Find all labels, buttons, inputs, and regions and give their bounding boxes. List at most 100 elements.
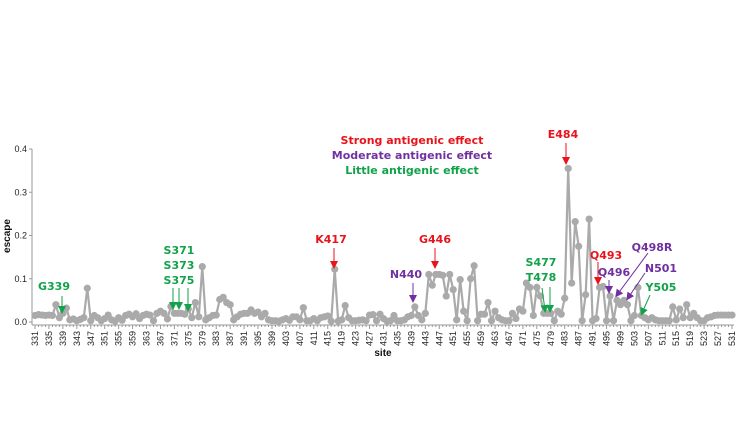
data-point — [261, 309, 269, 317]
x-tick-label: 455 — [462, 331, 472, 346]
data-point — [149, 317, 158, 325]
x-tick-label: 379 — [197, 331, 207, 346]
data-point — [372, 317, 381, 325]
annotation-s371: S371 — [164, 244, 194, 310]
data-point — [592, 314, 600, 323]
annotation-k417: K417 — [315, 233, 347, 269]
data-point — [442, 292, 450, 300]
data-point — [83, 284, 91, 292]
x-tick-label: 443 — [420, 331, 430, 346]
data-point — [575, 242, 583, 250]
x-tick-label: 391 — [239, 331, 249, 346]
data-point — [296, 316, 304, 324]
data-point — [146, 311, 154, 319]
x-tick-label: 387 — [225, 331, 235, 346]
legend-entry: Little antigenic effect — [345, 164, 479, 177]
annotation-y505: Y505 — [640, 281, 677, 316]
data-point — [564, 164, 572, 173]
data-point — [505, 317, 513, 325]
x-tick-label: 499 — [615, 331, 625, 346]
annotation-g446: G446 — [419, 233, 451, 269]
data-point — [418, 316, 426, 324]
data-point — [599, 282, 607, 291]
data-point — [582, 291, 590, 299]
annotation-t478: T478 — [526, 271, 556, 313]
data-point — [508, 309, 517, 317]
data-point — [87, 317, 95, 325]
x-tick-label: 487 — [574, 331, 584, 346]
data-point — [411, 303, 419, 311]
x-tick-label: 459 — [476, 331, 486, 346]
x-tick-label: 515 — [671, 331, 681, 346]
data-point — [585, 215, 593, 223]
data-point — [160, 309, 168, 317]
x-tick-label: 495 — [602, 331, 612, 346]
data-point — [212, 311, 220, 319]
data-point — [191, 298, 199, 307]
data-point — [480, 310, 489, 318]
data-point — [188, 314, 196, 322]
data-point — [606, 292, 614, 300]
data-point — [470, 262, 478, 270]
annotation-e484: E484 — [548, 128, 579, 165]
x-tick-label: 395 — [253, 331, 263, 346]
data-point — [529, 311, 537, 320]
annotation-label: Q493 — [590, 249, 622, 262]
arrow-icon — [640, 294, 651, 316]
data-point — [512, 314, 520, 323]
arrow-icon — [540, 287, 549, 313]
data-point — [728, 311, 736, 319]
x-tick-label: 479 — [546, 331, 556, 346]
x-tick-label: 423 — [351, 331, 361, 346]
x-tick-label: 527 — [713, 331, 723, 346]
y-axis-label: escape — [2, 219, 13, 253]
annotation-label: Q498R — [632, 241, 673, 254]
data-point — [338, 316, 346, 324]
series-escape — [31, 164, 736, 325]
x-tick-label: 415 — [323, 331, 333, 346]
data-point — [484, 298, 492, 307]
data-point — [627, 317, 635, 325]
axes: 0.0 0.1 0.2 0.3 0.4 331 335 339 343 347 351 355 359 3… — [14, 144, 737, 346]
x-tick-label: 491 — [588, 331, 598, 346]
x-tick-label: 431 — [379, 331, 389, 346]
annotation-label: S477 — [526, 256, 557, 269]
data-point — [491, 307, 499, 315]
data-point — [557, 310, 565, 318]
data-point — [390, 311, 398, 320]
x-tick-label: 399 — [267, 331, 277, 346]
annotation-label: S375 — [164, 274, 195, 287]
data-point — [679, 314, 687, 322]
legend-entry: Strong antigenic effect — [341, 134, 484, 147]
data-point — [80, 314, 88, 322]
data-point — [407, 311, 415, 320]
annotation-label: T478 — [526, 271, 556, 284]
x-tick-label: 463 — [490, 331, 500, 346]
data-point — [467, 275, 475, 283]
x-tick-label: 375 — [183, 331, 193, 346]
x-tick-label: 403 — [281, 331, 291, 346]
data-point — [421, 309, 429, 317]
data-point — [181, 310, 189, 318]
x-tick-label: 523 — [699, 331, 709, 346]
annotation-label: E484 — [548, 128, 579, 141]
data-point — [571, 218, 579, 226]
data-point — [550, 317, 558, 325]
annotation-label: Y505 — [645, 281, 677, 294]
y-tick-label: 0.1 — [14, 274, 27, 284]
data-point — [519, 307, 527, 315]
annotation-s477: S477 — [526, 256, 557, 313]
data-point — [341, 301, 349, 310]
data-point — [48, 311, 57, 320]
x-tick-label: 475 — [532, 331, 542, 346]
annotation-label: K417 — [315, 233, 347, 246]
x-tick-label: 347 — [86, 331, 96, 346]
data-point — [547, 309, 555, 317]
data-point — [473, 317, 482, 325]
annotation-label: S373 — [164, 259, 195, 272]
annotation-n501: N501 — [626, 262, 677, 301]
annotation-q498r: Q498R — [615, 241, 673, 298]
data-point — [362, 317, 370, 325]
data-point — [195, 313, 203, 321]
